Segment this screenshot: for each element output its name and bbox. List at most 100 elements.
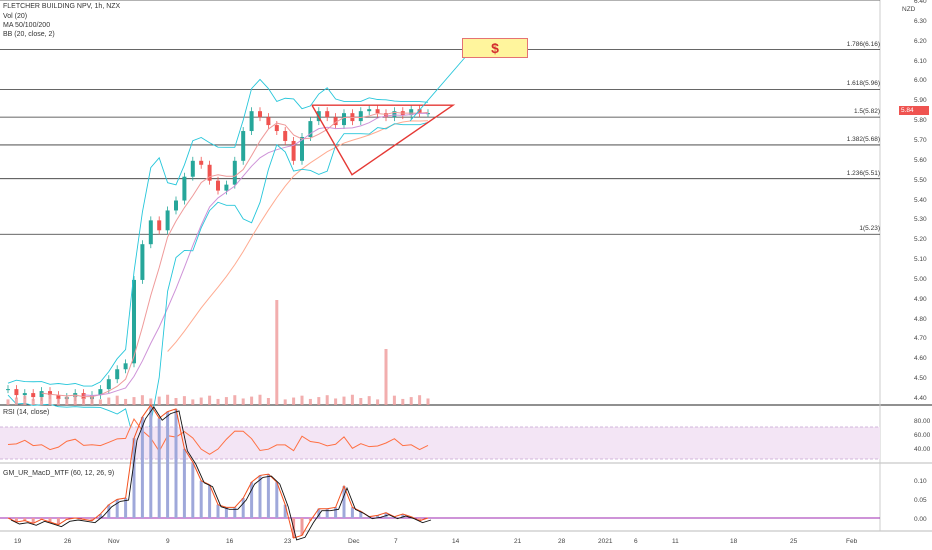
- price-tick-label: 5.90: [914, 97, 927, 105]
- candle-body: [266, 117, 271, 126]
- macd-histogram-bar: [359, 511, 363, 518]
- macd-histogram-bar: [250, 482, 254, 518]
- candle-body: [325, 111, 330, 118]
- rsi-tick-label: 40.00: [914, 446, 931, 453]
- candle-body: [132, 279, 136, 364]
- time-tick-label: 28: [558, 538, 566, 545]
- candle-body: [249, 111, 254, 132]
- volume-bar: [115, 395, 119, 405]
- time-tick-label: 26: [64, 538, 72, 545]
- macd-histogram-bar: [174, 408, 178, 518]
- rsi-legend: RSI (14, close): [3, 409, 50, 416]
- candle-body: [283, 131, 288, 141]
- volume-bar: [149, 398, 153, 405]
- macd-histogram-bar: [98, 514, 102, 518]
- time-tick-label: 6: [634, 538, 638, 545]
- candle-body: [367, 109, 372, 112]
- volume-bar: [208, 395, 212, 405]
- bb-upper-line: [7, 78, 429, 387]
- macd-histogram-bar: [107, 504, 111, 518]
- macd-histogram-bar: [233, 507, 237, 518]
- macd-histogram-bar: [300, 518, 304, 536]
- candle-body: [241, 131, 246, 161]
- candle-body: [22, 393, 27, 396]
- macd-histogram-bar: [401, 514, 405, 518]
- macd-histogram-bar: [14, 518, 18, 522]
- volume-bar: [275, 300, 279, 405]
- time-tick-label: 11: [672, 538, 679, 545]
- candle-body: [199, 160, 204, 165]
- volume-bar: [40, 397, 44, 405]
- macd-histogram-bar: [182, 448, 186, 518]
- macd-histogram-bar: [90, 518, 94, 521]
- volume-bar: [31, 398, 35, 405]
- macd-histogram-bar: [115, 499, 119, 518]
- macd-histogram-bar: [216, 504, 220, 518]
- candle-body: [333, 117, 338, 126]
- volume-bar: [174, 398, 178, 405]
- macd-histogram-bar: [308, 518, 312, 521]
- volume-bar: [250, 396, 254, 405]
- ma100-line: [83, 112, 428, 396]
- volume-bar: [90, 396, 94, 405]
- candle-body: [165, 210, 170, 231]
- time-tick-label: 18: [730, 538, 738, 545]
- volume-bar: [342, 396, 346, 405]
- volume-bar: [199, 397, 203, 405]
- rsi-band: [0, 427, 880, 459]
- macd-histogram-bar: [334, 507, 338, 518]
- price-tick-label: 5.30: [914, 216, 927, 224]
- macd-histogram-bar: [342, 486, 346, 518]
- price-tick-label: 5.50: [914, 176, 927, 184]
- candle-body: [417, 109, 422, 114]
- price-tick-label: 4.50: [914, 375, 927, 383]
- volume-bar: [266, 398, 270, 405]
- volume-bar: [82, 398, 86, 405]
- price-tick-label: 5.70: [914, 136, 927, 144]
- candle-body: [216, 180, 220, 191]
- volume-bar: [166, 394, 170, 405]
- price-tick-label: 4.80: [914, 315, 927, 323]
- triangle-pattern: [311, 104, 456, 176]
- volume-bar: [359, 398, 363, 405]
- fib-level-label: 1.618(5.96): [846, 80, 880, 88]
- target-annotation[interactable]: $: [462, 38, 528, 58]
- volume-bar: [14, 397, 18, 405]
- last-price-tag: 5.84: [899, 106, 929, 115]
- candle-body: [81, 393, 86, 400]
- macd-histogram-bar: [56, 518, 60, 525]
- macd-histogram-bar: [258, 475, 262, 518]
- volume-bar: [233, 395, 237, 405]
- time-tick-label: 14: [452, 538, 460, 545]
- price-tick-label: 4.40: [914, 395, 927, 403]
- symbol-legend: FLETCHER BUILDING NPV, 1h, NZX: [3, 3, 121, 10]
- candle-body: [190, 160, 195, 177]
- volume-bar: [325, 395, 329, 405]
- candle-body: [274, 125, 279, 132]
- candle-body: [358, 111, 363, 122]
- macd-histogram-bar: [241, 498, 245, 518]
- candle-body: [409, 109, 414, 116]
- macd-histogram-bar: [376, 515, 380, 518]
- volume-bar: [292, 397, 296, 405]
- macd-tick-label: 0.05: [914, 497, 927, 504]
- volume-bar: [182, 396, 186, 405]
- volume-bar: [401, 398, 405, 405]
- price-tick-label: 6.10: [914, 57, 927, 65]
- candle-body: [14, 389, 19, 396]
- time-tick-label: 23: [284, 538, 292, 545]
- price-tick-label: 5.80: [914, 117, 927, 125]
- volume-bar: [376, 399, 380, 405]
- macd-histogram-bar: [157, 418, 161, 518]
- macd-histogram-bar: [266, 474, 270, 518]
- candle-body: [174, 200, 178, 211]
- candle-body: [106, 379, 111, 390]
- volume-bar: [392, 395, 396, 405]
- volume-bar: [224, 397, 228, 405]
- candle-body: [31, 393, 36, 398]
- price-tick-label: 6.40: [914, 0, 927, 5]
- time-tick-label: Nov: [108, 538, 120, 545]
- macd-histogram-bar: [208, 484, 212, 518]
- macd-histogram-bar: [48, 518, 52, 522]
